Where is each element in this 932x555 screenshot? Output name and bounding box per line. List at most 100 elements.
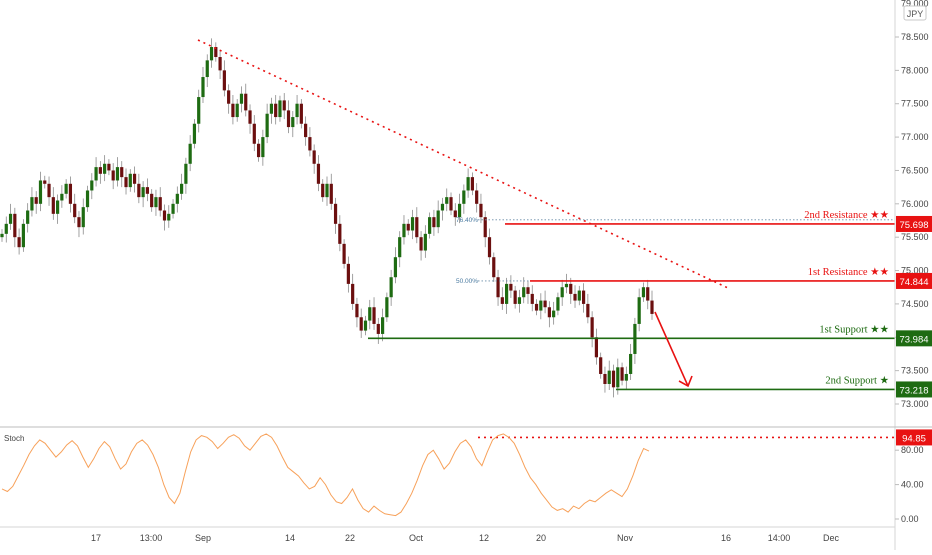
- candle-body: [239, 93, 244, 104]
- candle-body: [0, 233, 4, 238]
- time-tick-label: 13:00: [140, 533, 163, 543]
- candle-body: [154, 197, 158, 208]
- candle-body: [304, 123, 308, 138]
- stoch-title: Stoch: [4, 434, 24, 443]
- candle-body: [308, 137, 312, 151]
- candle-body: [252, 123, 256, 144]
- candle-body: [470, 177, 474, 191]
- level-value-tag: [896, 381, 932, 398]
- candle-body: [4, 223, 8, 234]
- candle-body: [509, 283, 513, 291]
- candle-body: [274, 103, 278, 118]
- candle-body: [560, 287, 564, 298]
- candle-body: [286, 110, 291, 128]
- time-tick-label: 17: [91, 533, 101, 543]
- stoch-tick-label: 0.00: [901, 514, 919, 524]
- stoch-line: [1, 433, 650, 517]
- candle-body: [552, 310, 556, 318]
- candle-body: [316, 163, 321, 184]
- candle-body: [389, 277, 393, 298]
- candle-body: [577, 290, 581, 301]
- price-tick-label: 74.500: [901, 299, 929, 309]
- candle-body: [534, 303, 539, 311]
- candle-body: [368, 307, 372, 321]
- price-axis: 73.00073.50074.00074.50075.00075.50076.0…: [894, 0, 932, 550]
- level-name-label: 1st Support ★★: [819, 324, 889, 335]
- level-name-label: 2nd Support ★: [825, 375, 889, 386]
- candle-body: [462, 190, 466, 204]
- candle-body: [351, 283, 355, 304]
- candle-body: [282, 100, 286, 111]
- time-tick-label: Oct: [409, 533, 424, 543]
- candle-body: [103, 163, 107, 174]
- candle-body: [594, 337, 599, 358]
- currency-badge: JPY: [903, 5, 927, 21]
- time-tick-label: 14: [285, 533, 295, 543]
- candle-body: [235, 103, 239, 118]
- candle-body: [124, 177, 128, 188]
- price-tick-label: 73.000: [901, 399, 929, 409]
- forecast-arrow: [654, 311, 693, 388]
- stoch-value-tag: [896, 429, 932, 446]
- candle-body: [616, 367, 620, 388]
- candle-body: [569, 283, 573, 294]
- candle-body: [73, 203, 77, 218]
- candle-body: [171, 203, 175, 214]
- candle-body: [329, 183, 333, 204]
- candle-body: [265, 113, 269, 138]
- candle-body: [629, 353, 633, 374]
- candle-body: [21, 223, 25, 248]
- time-tick-label: 16: [721, 533, 731, 543]
- candle-body: [64, 183, 68, 194]
- candle-body: [8, 213, 13, 224]
- candle-body: [132, 173, 137, 184]
- candle-body: [94, 167, 98, 181]
- candle-body: [85, 190, 90, 208]
- candle-body: [402, 223, 406, 238]
- candle-body: [158, 197, 162, 211]
- candle-body: [218, 57, 222, 71]
- time-axis: 17 13:00 Sep 14 22 Oct 12 20 Nov 16 14:00 Dec: [91, 533, 840, 543]
- candle-body: [346, 263, 350, 284]
- price-tick-label: 76.000: [901, 199, 929, 209]
- candle-body: [209, 47, 214, 61]
- candle-body: [581, 290, 586, 304]
- currency-label: JPY: [907, 9, 924, 19]
- level-value-tag: [896, 330, 932, 347]
- candle-body: [312, 150, 316, 164]
- stoch-value-label: 94.85: [902, 433, 926, 444]
- candle-body: [141, 187, 145, 198]
- candle-body: [487, 237, 492, 258]
- time-tick-label: Nov: [617, 533, 634, 543]
- candle-body: [201, 77, 205, 98]
- candle-body: [248, 110, 252, 124]
- candle-body: [522, 287, 526, 298]
- candle-body: [607, 370, 611, 384]
- price-tick-label: 76.500: [901, 165, 929, 175]
- level-value-label: 73.984: [899, 334, 928, 345]
- candle-body: [393, 257, 398, 278]
- candle-body: [526, 287, 530, 294]
- candle-body: [637, 297, 641, 324]
- candle-body: [415, 217, 419, 238]
- price-tick-label: 77.000: [901, 132, 929, 142]
- candle-body: [517, 297, 522, 304]
- price-tick-label: 75.500: [901, 232, 929, 242]
- candle-body: [423, 233, 427, 251]
- candle-body: [342, 243, 346, 264]
- candle-body: [505, 283, 509, 304]
- level-name-label: 1st Resistance ★★: [808, 267, 890, 278]
- candle-body: [17, 237, 21, 248]
- candle-body: [107, 163, 111, 171]
- candle-body: [150, 193, 154, 208]
- candle-body: [321, 183, 325, 198]
- candle-body: [466, 177, 470, 191]
- candle-body: [30, 197, 34, 211]
- candle-body: [398, 237, 402, 258]
- candle-body: [543, 300, 547, 308]
- candle-body: [586, 303, 590, 318]
- candle-body: [231, 103, 235, 118]
- candle-body: [145, 187, 149, 194]
- candle-body: [453, 210, 457, 218]
- candle-body: [256, 143, 261, 158]
